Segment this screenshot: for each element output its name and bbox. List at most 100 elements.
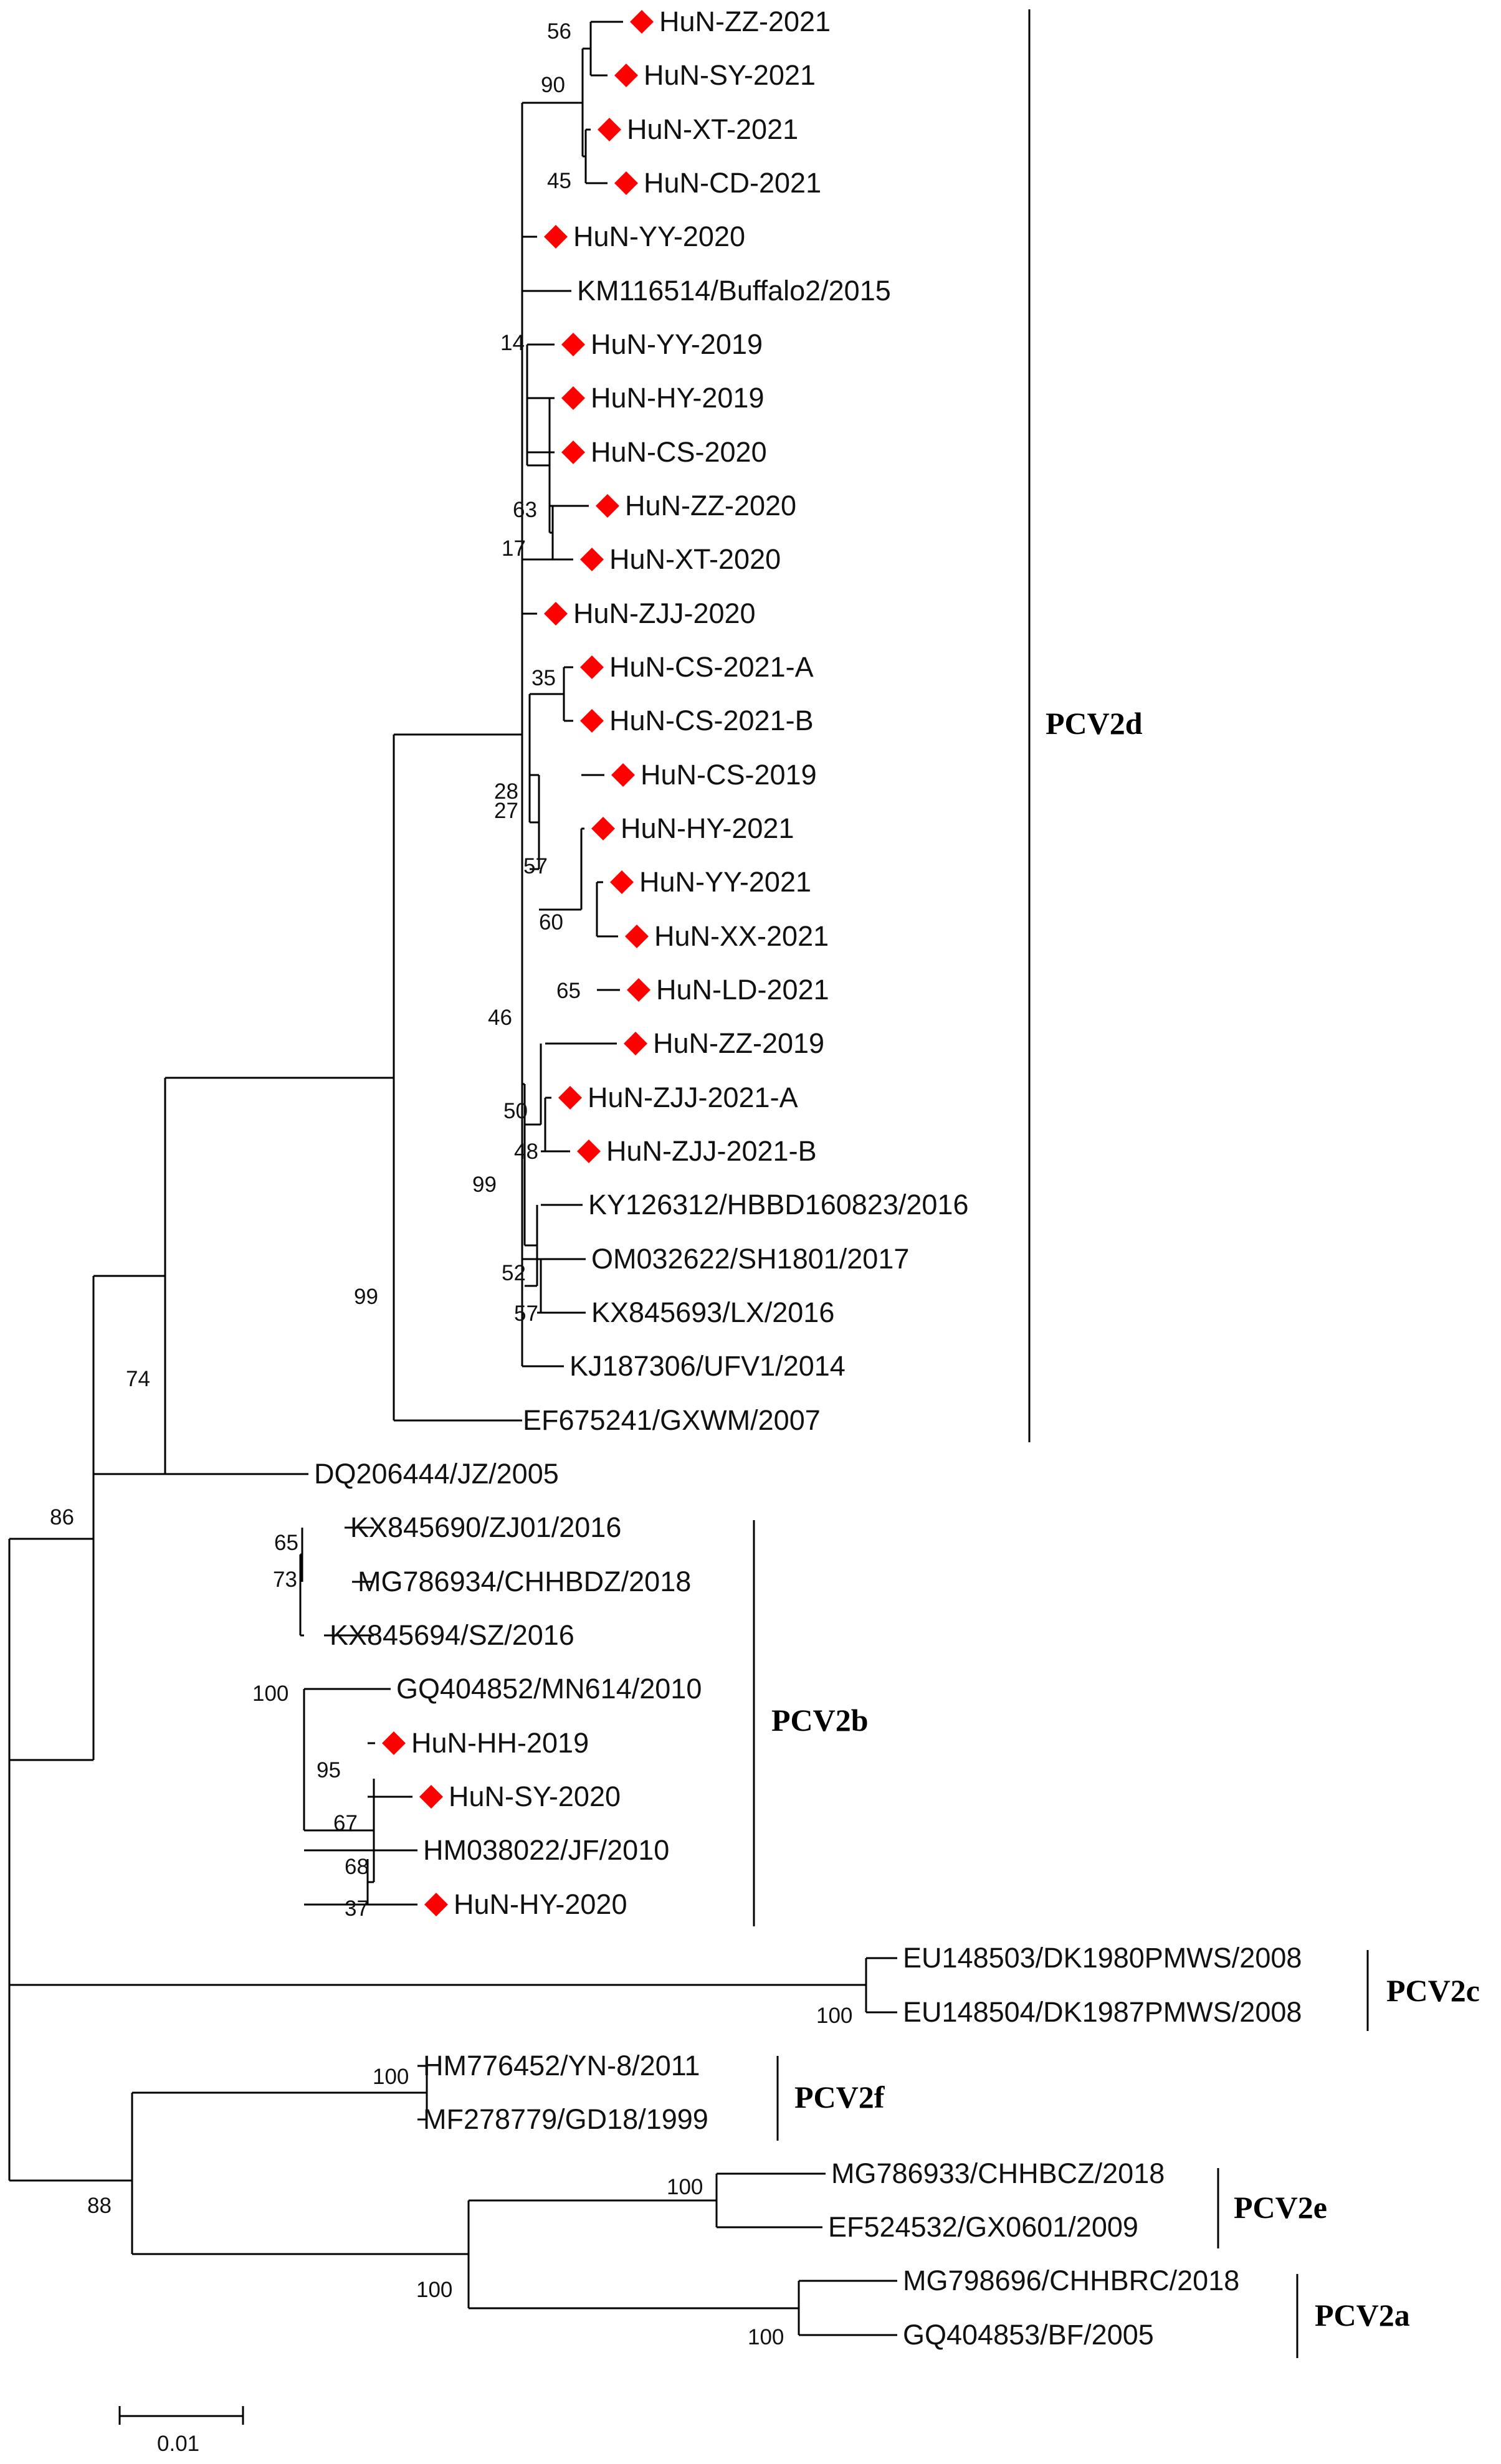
taxon-label: HuN-YY-2019 [591,328,763,360]
taxon-label: HuN-CS-2020 [591,436,767,468]
clade-label: PCV2b [771,1703,869,1738]
taxon-label: HuN-CS-2021-B [609,705,814,736]
bootstrap-value: 100 [667,2175,703,2199]
bootstrap-value: 27 [494,799,518,823]
taxon-label: HuN-ZZ-2020 [625,490,796,521]
bootstrap-value: 52 [502,1261,526,1285]
taxon-label: KX845694/SZ/2016 [330,1619,574,1651]
taxon-label: EU148503/DK1980PMWS/2008 [903,1942,1302,1974]
taxon-label: HuN-CS-2019 [641,759,817,791]
sample-marker-icon [561,440,585,464]
sample-marker-icon [580,548,604,571]
taxon-labels: HuN-ZZ-2021 HuN-SY-2021 HuN-XT-2021 HuN-CD-… [314,6,1302,2351]
bootstrap-value: 50 [503,1099,528,1123]
bootstrap-value: 48 [514,1139,538,1164]
bootstrap-value: 67 [333,1811,358,1835]
bootstrap-value: 65 [556,979,581,1003]
bootstrap-value: 74 [126,1367,150,1391]
clade-label: PCV2c [1386,1973,1480,2008]
sample-marker-icon [558,1086,582,1110]
taxon-label: DQ206444/JZ/2005 [314,1458,559,1490]
bootstrap-value: 100 [816,2004,852,2028]
clade-brackets: PCV2d PCV2b PCV2c PCV2f PCV2e PCV2a [753,9,1480,2358]
bootstrap-value: 60 [539,910,563,935]
bootstrap-value: 35 [531,666,556,690]
taxon-label: HuN-HY-2019 [591,382,764,414]
bootstrap-value: 100 [416,2278,452,2302]
bootstrap-value: 17 [502,536,526,561]
taxon-label: MG798696/CHHBRC/2018 [903,2265,1239,2296]
taxon-label: HuN-ZZ-2021 [659,6,831,37]
taxon-label: HM038022/JF/2010 [423,1834,669,1866]
clade-label: PCV2d [1046,706,1143,741]
bootstrap-value: 99 [354,1285,378,1309]
bootstrap-value: 100 [252,1682,288,1706]
bootstrap-value: 46 [488,1006,512,1030]
taxon-label: HuN-XT-2021 [627,113,798,145]
bootstrap-value: 100 [748,2325,784,2349]
bootstrap-value: 95 [317,1758,341,1782]
taxon-label: HuN-CS-2021-A [609,651,814,683]
sample-marker-icon [614,64,638,87]
taxon-label: OM032622/SH1801/2017 [591,1243,909,1275]
bootstrap-value: 73 [273,1567,297,1592]
sample-marker-icon [382,1731,406,1755]
taxon-label: MG786933/CHHBCZ/2018 [831,2157,1165,2189]
taxon-label: HuN-HY-2020 [454,1888,627,1920]
bootstrap-value: 45 [547,169,571,193]
taxon-label: MF278779/GD18/1999 [423,2103,708,2135]
sample-marker-icon [596,494,619,518]
tree-branches [8,21,897,2336]
taxon-label: HuN-XT-2020 [609,543,781,575]
taxon-label: HuN-YY-2020 [573,221,745,252]
taxon-label: MG786934/CHHBDZ/2018 [358,1566,691,1597]
taxon-label: HuN-ZJJ-2020 [573,597,756,629]
sample-marker-icon [610,870,634,894]
sample-marker-icon [580,655,604,679]
sample-marker-icon [419,1785,443,1809]
sample-marker-icon [627,978,650,1002]
bootstrap-value: 86 [50,1505,74,1529]
bootstrap-value: 37 [345,1896,369,1921]
taxon-label: KY126312/HBBD160823/2016 [588,1189,969,1220]
sample-marker-icon [577,1139,601,1163]
taxon-label: HuN-YY-2021 [639,866,811,898]
bootstrap-value: 90 [541,73,565,97]
taxon-label: HuN-CD-2021 [644,167,821,199]
bootstrap-value: 57 [514,1301,538,1326]
sample-marker-icon [580,709,604,733]
bootstrap-value: 57 [523,854,548,878]
sample-marker-icon [424,1893,448,1916]
bootstrap-value: 100 [373,2065,409,2089]
taxon-label: KX845693/LX/2016 [591,1296,834,1328]
taxon-label: HuN-HY-2021 [621,812,794,844]
bootstrap-value: 99 [472,1173,497,1197]
taxon-label: EU148504/DK1987PMWS/2008 [903,1996,1302,2028]
bootstrap-value: 65 [274,1531,298,1555]
sample-marker-icon [598,118,621,141]
sample-marker-icon [561,386,585,410]
scale-bar-label: 0.01 [157,2432,199,2456]
bootstrap-value: 56 [547,19,571,44]
taxon-label: KM116514/Buffalo2/2015 [577,275,891,307]
clade-label: PCV2f [794,2080,885,2114]
sample-marker-icon [561,333,585,356]
sample-marker-icon [611,763,635,787]
taxon-label: HuN-ZZ-2019 [653,1027,824,1059]
taxon-label: KJ187306/UFV1/2014 [569,1350,846,1382]
sample-markers [382,10,654,1916]
bootstrap-value: 68 [345,1855,369,1879]
taxon-label: HuN-SY-2021 [644,59,816,91]
clade-label: PCV2a [1315,2298,1410,2333]
taxon-label: HuN-ZJJ-2021-B [606,1135,817,1167]
taxon-label: HuN-HH-2019 [411,1727,589,1759]
taxon-label: HuN-XX-2021 [654,920,829,952]
taxon-label: EF524532/GX0601/2009 [828,2211,1138,2243]
bootstrap-value: 63 [513,498,537,522]
bootstrap-value: 28 [494,779,518,804]
taxon-label: EF675241/GXWM/2007 [523,1404,821,1436]
sample-marker-icon [614,171,638,195]
